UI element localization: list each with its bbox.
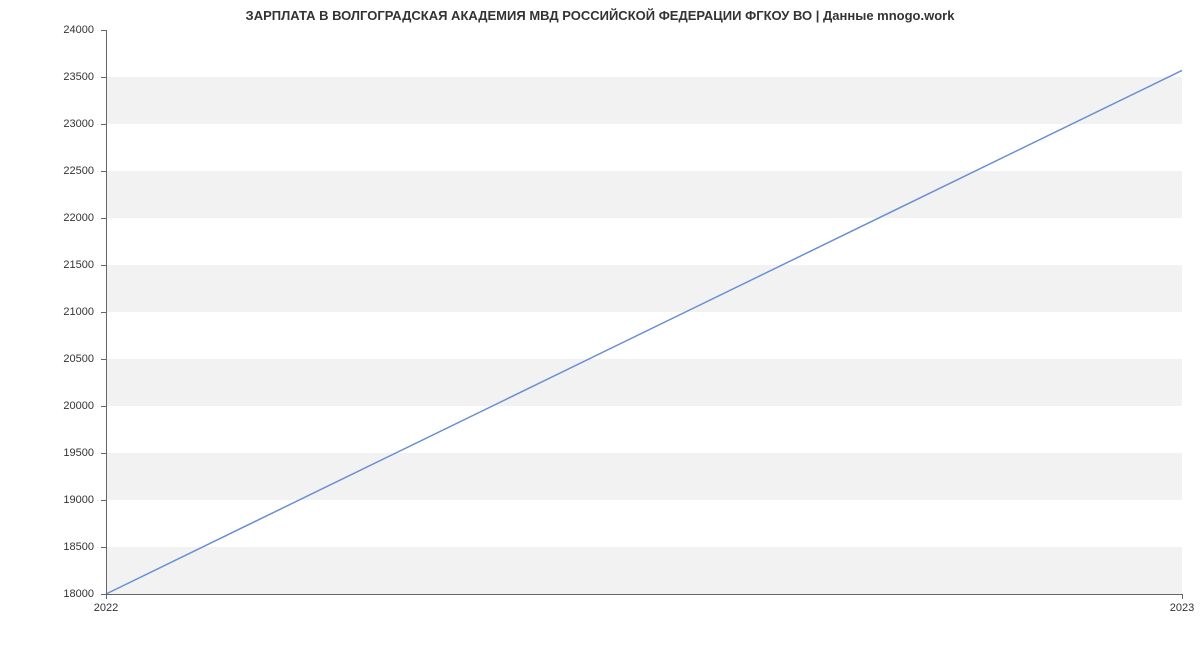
- x-tick-mark: [1182, 594, 1183, 599]
- salary-chart: ЗАРПЛАТА В ВОЛГОГРАДСКАЯ АКАДЕМИЯ МВД РО…: [0, 0, 1200, 650]
- y-tick-mark: [101, 453, 106, 454]
- y-tick-mark: [101, 547, 106, 548]
- x-tick-label: 2022: [94, 602, 118, 614]
- y-tick-label: 23000: [0, 118, 94, 130]
- chart-svg: [106, 30, 1182, 594]
- y-tick-mark: [101, 30, 106, 31]
- chart-title: ЗАРПЛАТА В ВОЛГОГРАДСКАЯ АКАДЕМИЯ МВД РО…: [0, 8, 1200, 23]
- y-tick-mark: [101, 359, 106, 360]
- plot-area: [106, 30, 1182, 594]
- y-tick-mark: [101, 77, 106, 78]
- x-tick-label: 2023: [1170, 602, 1194, 614]
- y-tick-mark: [101, 171, 106, 172]
- y-tick-label: 18500: [0, 541, 94, 553]
- y-tick-label: 21500: [0, 259, 94, 271]
- y-tick-label: 19000: [0, 494, 94, 506]
- y-tick-mark: [101, 312, 106, 313]
- y-tick-mark: [101, 406, 106, 407]
- y-axis-line: [106, 30, 107, 594]
- y-tick-mark: [101, 218, 106, 219]
- y-tick-mark: [101, 124, 106, 125]
- y-tick-label: 22000: [0, 212, 94, 224]
- y-tick-label: 19500: [0, 447, 94, 459]
- y-tick-label: 20500: [0, 353, 94, 365]
- x-tick-mark: [106, 594, 107, 599]
- y-tick-label: 20000: [0, 400, 94, 412]
- x-axis-line: [106, 594, 1182, 595]
- y-tick-label: 23500: [0, 71, 94, 83]
- y-tick-mark: [101, 265, 106, 266]
- y-tick-label: 22500: [0, 165, 94, 177]
- y-tick-label: 18000: [0, 588, 94, 600]
- series-line-salary: [106, 70, 1182, 594]
- y-tick-label: 21000: [0, 306, 94, 318]
- y-tick-mark: [101, 500, 106, 501]
- y-tick-label: 24000: [0, 24, 94, 36]
